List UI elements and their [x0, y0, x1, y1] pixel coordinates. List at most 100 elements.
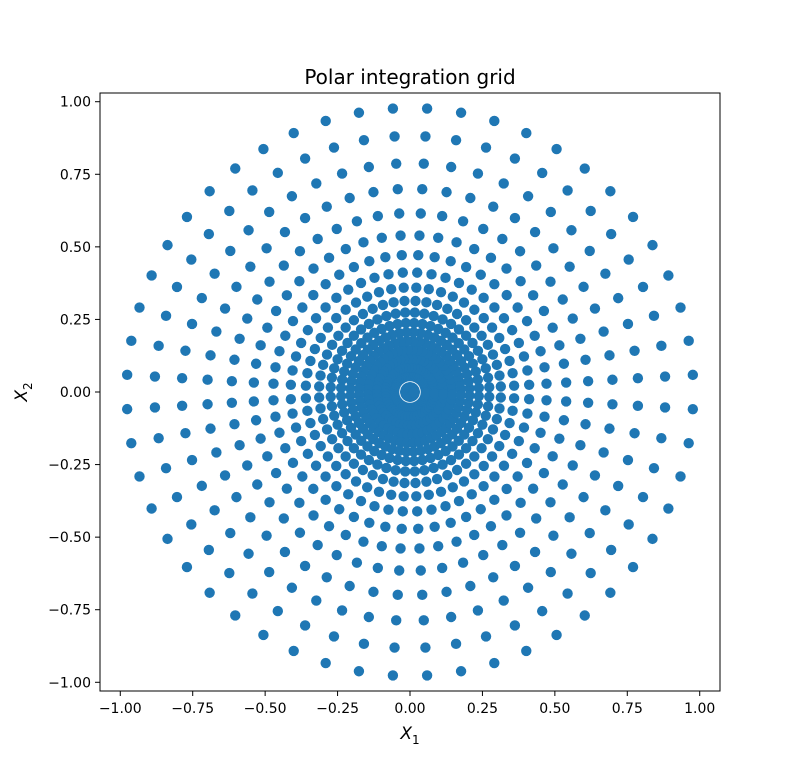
scatter-point [369, 500, 380, 512]
scatter-point [585, 205, 596, 217]
scatter-point [453, 324, 465, 335]
scatter-point [231, 281, 242, 293]
scatter-point [466, 489, 477, 500]
scatter-point [270, 411, 281, 422]
scatter-point [396, 250, 407, 261]
scatter-point [417, 454, 428, 466]
x-tick-label: −0.50 [244, 701, 287, 717]
scatter-point [506, 448, 518, 460]
scatter-point [557, 294, 568, 305]
scatter-point [211, 326, 222, 337]
scatter-point [153, 340, 164, 352]
scatter-point [478, 480, 489, 492]
scatter-point [186, 254, 197, 265]
x-tick-label: −0.75 [171, 701, 214, 717]
scatter-point [489, 657, 500, 669]
scatter-point [395, 230, 406, 241]
scatter-point [211, 447, 222, 458]
scatter-point [248, 396, 260, 407]
scatter-point [451, 237, 462, 248]
scatter-point [336, 345, 348, 357]
scatter-point [509, 212, 521, 224]
scatter-point [321, 424, 333, 435]
scatter-point [270, 467, 282, 479]
scatter-point [326, 401, 338, 412]
scatter-point [564, 261, 575, 272]
scatter-point [521, 315, 533, 327]
scatter-point [675, 302, 686, 313]
scatter-point [377, 473, 389, 485]
scatter-point [527, 483, 539, 494]
scatter-point [469, 469, 480, 480]
scatter-point [317, 413, 329, 425]
scatter-point [557, 479, 568, 490]
scatter-point [295, 337, 307, 349]
scatter-point [326, 339, 338, 351]
scatter-point [209, 505, 220, 516]
scatter-point [299, 153, 311, 164]
scatter-point [436, 210, 448, 222]
scatter-point [467, 435, 478, 447]
scatter-point [428, 462, 439, 474]
scatter-point [508, 393, 520, 404]
scatter-point [487, 424, 499, 435]
scatter-point [499, 343, 511, 355]
scatter-point [566, 548, 577, 559]
scatter-point [637, 491, 649, 503]
scatter-point [600, 505, 611, 516]
scatter-point [659, 371, 671, 382]
scatter-point [388, 297, 399, 308]
scatter-point [381, 462, 392, 474]
scatter-point [489, 494, 500, 506]
scatter-point [458, 297, 470, 308]
scatter-point [623, 519, 634, 530]
scatter-point [477, 419, 488, 430]
scatter-point [460, 330, 472, 341]
scatter-point [530, 513, 542, 524]
scatter-point [400, 307, 411, 318]
scatter-point [478, 549, 489, 561]
scatter-point [268, 395, 279, 406]
scatter-point [447, 291, 459, 302]
scatter-point [491, 413, 503, 425]
scatter-point [171, 491, 183, 503]
scatter-point [268, 378, 279, 389]
scatter-point [469, 243, 480, 255]
scatter-point [582, 376, 594, 387]
scatter-point [186, 318, 198, 330]
scatter-point [362, 291, 373, 302]
scatter-point [580, 419, 591, 430]
scatter-point [258, 143, 269, 155]
scatter-point [384, 320, 395, 332]
scatter-point [491, 359, 503, 371]
scatter-point [495, 381, 507, 392]
y-tick-label: −1.00 [48, 675, 91, 691]
x-tick-label: −0.25 [316, 701, 359, 717]
scatter-point [358, 536, 369, 547]
scatter-point [437, 459, 448, 470]
x-tick-label: 0.75 [612, 701, 643, 717]
scatter-point [489, 115, 500, 127]
scatter-point [315, 370, 326, 381]
scatter-point [134, 302, 145, 313]
scatter-point [286, 582, 298, 593]
scatter-points [121, 103, 699, 681]
scatter-point [455, 389, 467, 401]
scatter-point [512, 471, 523, 482]
scatter-point [470, 407, 482, 418]
scatter-point [413, 523, 424, 534]
scatter-point [309, 343, 321, 355]
scatter-point [445, 517, 456, 529]
scatter-point [353, 107, 365, 118]
scatter-point [350, 297, 362, 308]
scatter-point [274, 346, 285, 357]
scatter-point [285, 379, 297, 390]
scatter-point [336, 374, 348, 385]
scatter-point [453, 495, 465, 507]
scatter-point [435, 287, 447, 298]
scatter-point [340, 243, 351, 255]
scatter-point [326, 433, 338, 445]
scatter-point [297, 302, 308, 313]
scatter-point [423, 284, 434, 295]
scatter-point [629, 428, 640, 439]
